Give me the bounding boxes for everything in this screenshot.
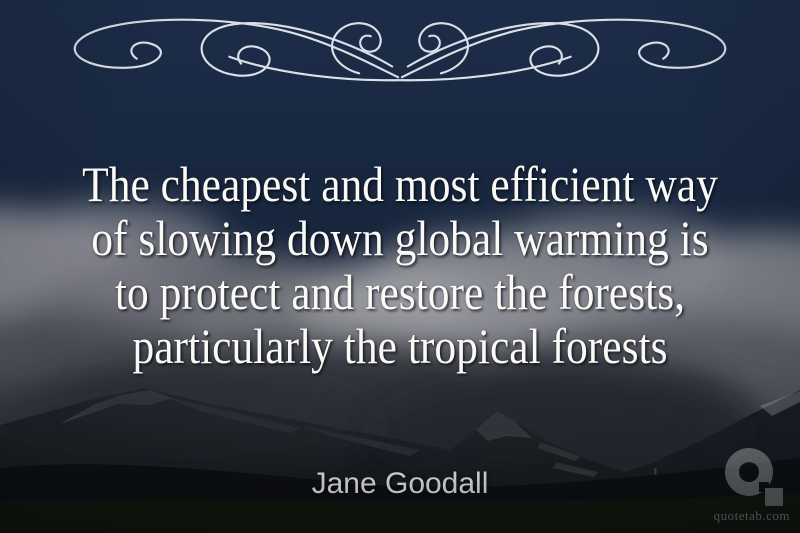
branding-site-label: quotetab.com [713, 508, 790, 523]
quote-line: to protect and restore the forests, [114, 264, 686, 320]
quote-line: The cheapest and most efficient way [82, 156, 718, 212]
flourish-divider-icon [73, 18, 727, 82]
branding: quotetab.com [698, 448, 790, 524]
quote-text: The cheapest and most efficient way of s… [52, 157, 748, 373]
quote-line: of slowing down global warming is [91, 210, 709, 266]
author-name: Jane Goodall [311, 467, 489, 500]
quote-line: particularly the tropical forests [132, 318, 668, 374]
quotetab-q-logo-icon [725, 448, 783, 506]
